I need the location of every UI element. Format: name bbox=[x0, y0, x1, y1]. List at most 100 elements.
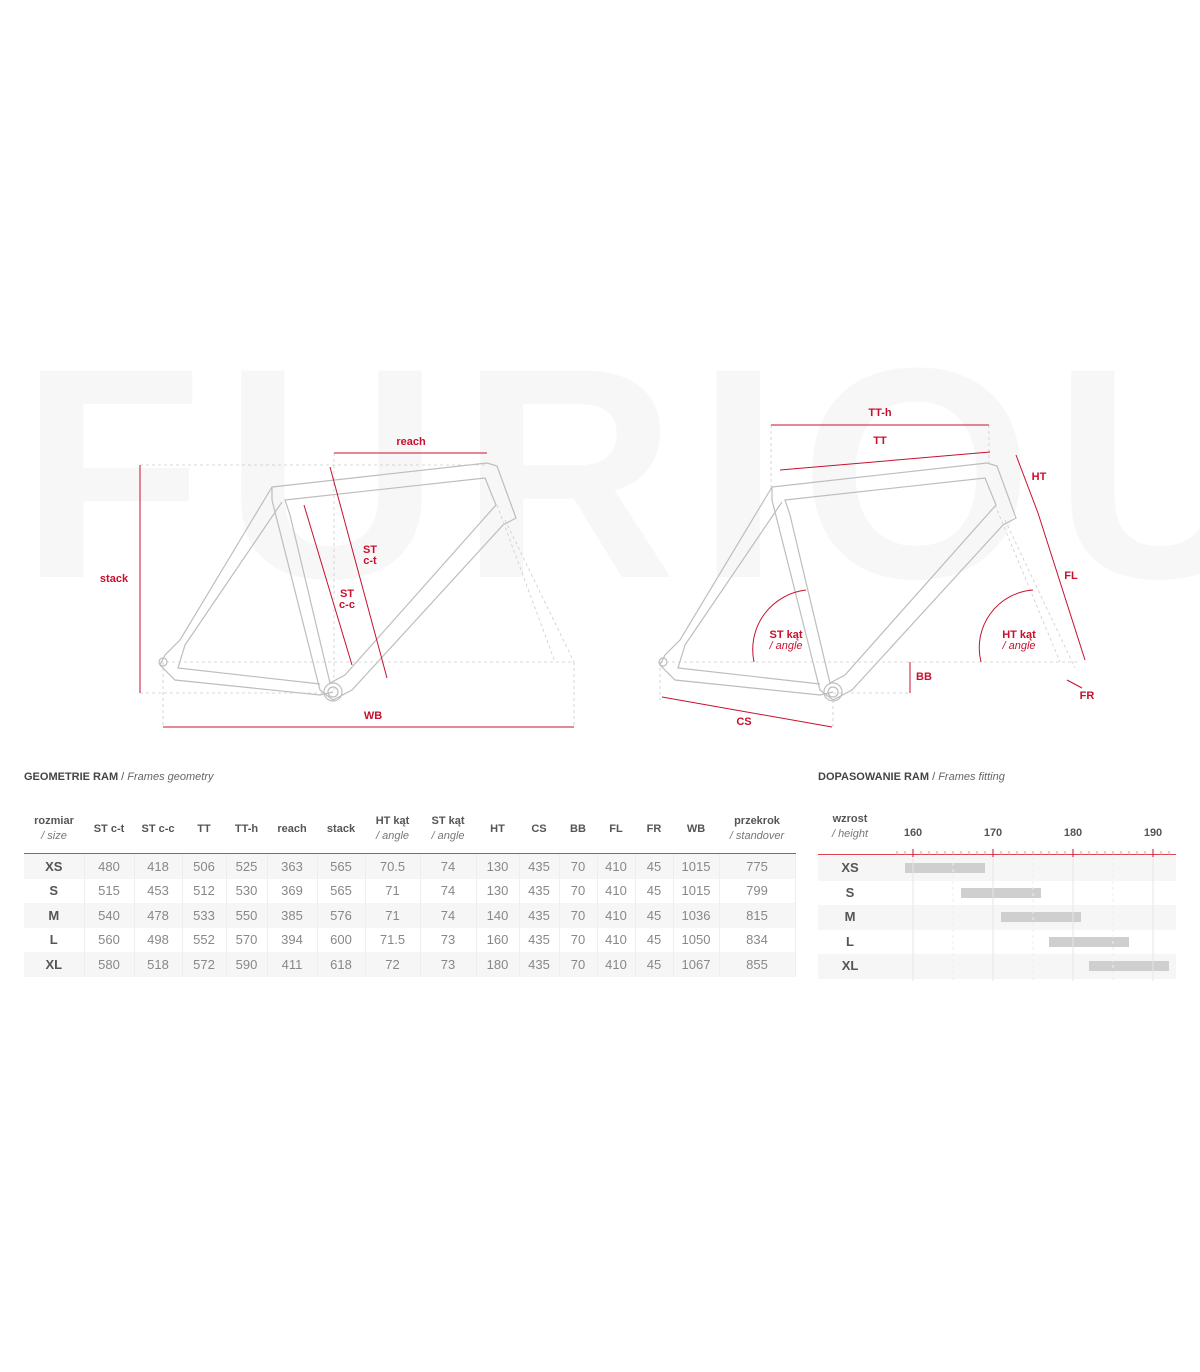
value-cell: 73 bbox=[420, 927, 477, 952]
label-reach: reach bbox=[396, 436, 426, 448]
fitting-size-label: M bbox=[844, 909, 856, 924]
size-cell: XS bbox=[24, 853, 85, 879]
label-st-cc-main: ST bbox=[339, 588, 355, 600]
value-cell: 411 bbox=[267, 952, 318, 977]
column-header-label: ST c-t bbox=[93, 822, 125, 835]
size-cell: XL bbox=[24, 952, 85, 977]
value-cell: 570 bbox=[226, 927, 268, 952]
label-ht-angle-main: HT kąt bbox=[1002, 629, 1036, 641]
column-header: FR bbox=[635, 805, 673, 854]
label-cs: CS bbox=[736, 716, 752, 728]
column-header-label: CS bbox=[531, 822, 547, 835]
table-row: M 540 478 533 550 385 576 71 74 140 435 70 410 45 1036… bbox=[24, 903, 796, 928]
tick-label: 160 bbox=[903, 827, 923, 839]
right-dimensions bbox=[661, 424, 1086, 728]
value-cell: 453 bbox=[134, 878, 183, 903]
column-header-label: rozmiar bbox=[34, 815, 74, 827]
value-cell: 180 bbox=[476, 952, 520, 977]
value-cell: 506 bbox=[182, 853, 227, 879]
table-row: S 515 453 512 530 369 565 71 74 130 435 70 410 45 1015… bbox=[24, 878, 796, 903]
fitting-xlabel: wzrost bbox=[832, 813, 868, 825]
value-cell: 572 bbox=[182, 952, 227, 977]
fitting-section-title: DOPASOWANIE RAM / Frames fitting bbox=[818, 771, 1005, 783]
column-header-label: ST kąt bbox=[431, 815, 465, 827]
value-cell: 580 bbox=[84, 952, 135, 977]
geometry-title: GEOMETRIE RAM bbox=[24, 771, 119, 783]
fitting-bar-s bbox=[961, 887, 1041, 898]
value-cell: 369 bbox=[267, 878, 318, 903]
column-header-label: TT bbox=[197, 822, 211, 835]
column-header: HT kąt / angle bbox=[365, 805, 420, 854]
value-cell: 72 bbox=[365, 952, 421, 977]
left-frame bbox=[158, 462, 517, 702]
fitting-bar-l bbox=[1049, 936, 1129, 947]
label-st-ct: ST c-t bbox=[358, 545, 382, 567]
value-cell: 71.5 bbox=[365, 927, 421, 952]
value-cell: 565 bbox=[317, 853, 366, 879]
fitting-size-label: XL bbox=[841, 958, 859, 973]
value-cell: 410 bbox=[597, 952, 636, 977]
value-cell: 512 bbox=[182, 878, 227, 903]
value-cell: 1036 bbox=[673, 903, 720, 928]
value-cell: 45 bbox=[635, 903, 674, 928]
table-row: L 560 498 552 570 394 600 71.5 73 160 435 70 410 45 10… bbox=[24, 927, 796, 952]
column-header: ST kąt / angle bbox=[420, 805, 476, 854]
tick-label: 180 bbox=[1063, 827, 1083, 839]
column-header-sub: / standover bbox=[729, 830, 785, 842]
fitting-size-label: L bbox=[846, 933, 854, 949]
fitting-title: DOPASOWANIE RAM bbox=[818, 771, 930, 783]
value-cell: 394 bbox=[267, 927, 318, 952]
column-header-label: TT-h bbox=[234, 822, 259, 835]
value-cell: 140 bbox=[476, 903, 520, 928]
value-cell: 45 bbox=[635, 853, 674, 879]
fitting-bar-xl bbox=[1089, 961, 1169, 971]
label-st-angle: ST kąt / angle bbox=[762, 630, 810, 652]
value-cell: 855 bbox=[719, 952, 796, 977]
fitting-size-label: XS bbox=[841, 860, 859, 875]
fitting-row: M bbox=[818, 905, 1176, 930]
value-cell: 74 bbox=[420, 853, 477, 879]
value-cell: 515 bbox=[84, 878, 135, 903]
value-cell: 70 bbox=[559, 927, 598, 952]
value-cell: 70 bbox=[559, 878, 598, 903]
fitting-row: S bbox=[818, 881, 1176, 906]
table-row: XS 480 418 506 525 363 565 70.5 74 130 435 70 410 45 1… bbox=[24, 853, 796, 879]
label-st-angle-sub: / angle bbox=[769, 640, 803, 652]
value-cell: 518 bbox=[134, 952, 183, 977]
value-cell: 45 bbox=[635, 878, 674, 903]
value-cell: 540 bbox=[84, 903, 135, 928]
fitting-row: L bbox=[818, 930, 1176, 955]
label-st-angle-main: ST kąt bbox=[769, 629, 803, 641]
value-cell: 70 bbox=[559, 903, 598, 928]
tick-label: 170 bbox=[983, 827, 1003, 839]
fitting-grid bbox=[896, 849, 1170, 981]
value-cell: 435 bbox=[519, 878, 560, 903]
label-wb: WB bbox=[363, 710, 383, 722]
fitting-bar-m bbox=[1001, 912, 1081, 922]
fitting-axis-line bbox=[818, 854, 1176, 855]
column-header: rozmiar / size bbox=[24, 805, 84, 854]
column-header: TT bbox=[182, 805, 226, 854]
value-cell: 1015 bbox=[673, 878, 720, 903]
value-cell: 498 bbox=[134, 927, 183, 952]
value-cell: 480 bbox=[84, 853, 135, 879]
value-cell: 71 bbox=[365, 903, 421, 928]
label-st-cc-sub: c-c bbox=[339, 599, 355, 611]
column-header-label: reach bbox=[277, 822, 307, 835]
label-fr: FR bbox=[1079, 690, 1095, 702]
fitting-chart: wzrost / height XS S M L XL 160 170 180 190 bbox=[818, 805, 1176, 981]
table-row: XL 580 518 572 590 411 618 72 73 180 435 70 410 45 106… bbox=[24, 952, 796, 977]
value-cell: 410 bbox=[597, 903, 636, 928]
value-cell: 552 bbox=[182, 927, 227, 952]
value-cell: 1067 bbox=[673, 952, 720, 977]
value-cell: 74 bbox=[420, 878, 477, 903]
column-header: TT-h bbox=[226, 805, 267, 854]
table-header-row: rozmiar / size ST c-t ST c-c TT TT-h reach stac… bbox=[24, 805, 795, 854]
geometry-table: rozmiar / size ST c-t ST c-c TT TT-h reach stac… bbox=[24, 805, 796, 977]
column-header-sub: / size bbox=[41, 830, 67, 842]
value-cell: 435 bbox=[519, 853, 560, 879]
right-frame bbox=[658, 462, 1017, 702]
column-header: ST c-c bbox=[134, 805, 182, 854]
value-cell: 565 bbox=[317, 878, 366, 903]
